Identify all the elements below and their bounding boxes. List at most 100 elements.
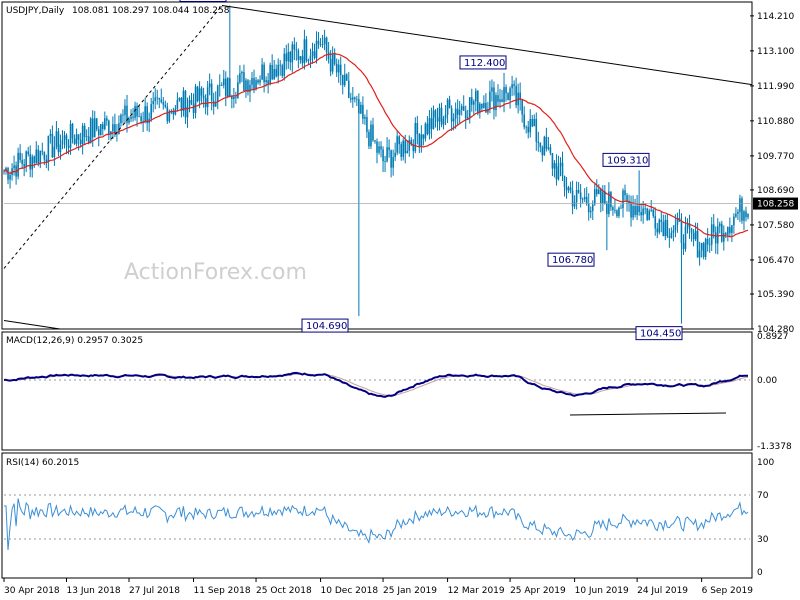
candle-body — [186, 106, 189, 118]
candle-body — [712, 224, 715, 233]
candle-body — [188, 99, 191, 107]
candle-body — [622, 190, 624, 209]
candle-body — [666, 219, 669, 236]
candle-body — [27, 151, 29, 155]
candle-body — [489, 91, 491, 110]
candle-body — [716, 226, 719, 244]
candle-body — [565, 187, 568, 191]
candle-body — [122, 114, 124, 116]
candle-body — [273, 69, 275, 80]
candle-body — [55, 131, 58, 147]
candle-body — [257, 80, 259, 83]
candle-body — [287, 51, 290, 62]
macd-support-line — [569, 412, 727, 416]
candle-body — [299, 56, 302, 60]
price-annotation-label: 112.400 — [464, 58, 505, 69]
candle-body — [61, 139, 64, 145]
candle-body — [210, 83, 213, 101]
watermark: ActionForex.com — [124, 260, 307, 285]
candle-body — [723, 233, 725, 242]
candle-body — [432, 110, 435, 129]
candle-body — [73, 138, 76, 144]
candle-body — [269, 64, 271, 84]
candle-body — [309, 55, 312, 61]
price-annotation-box — [547, 252, 595, 267]
candle-body — [224, 78, 227, 96]
price-tick-label: 105.390 — [757, 290, 794, 300]
price-tick-label: 113.100 — [757, 47, 794, 57]
candle-body — [241, 72, 243, 74]
candle-body — [501, 99, 503, 102]
rsi-tick-label: 70 — [757, 491, 769, 501]
candle-body — [698, 250, 701, 258]
date-tick-label: 25 Apr 2019 — [510, 586, 566, 596]
candle-body — [608, 191, 610, 215]
candle-body — [106, 118, 108, 121]
candle-body — [573, 202, 576, 207]
candle-body — [418, 134, 421, 147]
candle-body — [571, 190, 574, 207]
candle-body — [545, 136, 548, 149]
price-annotation-label: 114.540 — [184, 0, 225, 1]
candle-body — [358, 99, 360, 114]
candle-body — [370, 124, 372, 147]
candle-body — [436, 117, 439, 122]
candle-body — [731, 225, 733, 233]
candle-body — [497, 95, 499, 102]
candle-body — [41, 150, 44, 152]
candle-body — [146, 106, 148, 124]
candle-body — [333, 53, 336, 64]
candle-body — [182, 90, 185, 111]
candle-body — [158, 98, 161, 100]
candle-body — [604, 191, 606, 204]
candle-body — [140, 116, 142, 121]
candle-body — [658, 219, 661, 233]
candle-body — [602, 191, 604, 204]
candle-body — [729, 227, 731, 233]
candle-body — [503, 87, 505, 102]
candle-body — [323, 37, 326, 45]
date-tick-label: 25 Oct 2018 — [256, 586, 312, 596]
candle-body — [263, 64, 265, 83]
candle-body — [446, 99, 449, 115]
price-tick-label: 107.580 — [757, 221, 794, 231]
candle-body — [341, 75, 344, 86]
candle-body — [454, 108, 457, 119]
candle-body — [366, 117, 368, 133]
candle-body — [162, 102, 165, 105]
axis-layer: 114.210 113.100 111.990 110.880 109.770 108.6… — [3, 12, 798, 596]
candle-body — [259, 79, 261, 83]
candle-body — [166, 106, 169, 122]
price-annotation-label: 109.310 — [607, 155, 648, 166]
candle-body — [279, 64, 282, 66]
price-annotation-label: 104.450 — [640, 329, 681, 340]
price-annotation-label: 106.780 — [552, 255, 593, 266]
candle-body — [656, 228, 659, 233]
candle-body — [638, 205, 640, 213]
candle-body — [525, 126, 528, 128]
candle-body — [378, 146, 380, 153]
candle-body — [479, 103, 481, 113]
rsi-title: RSI(14) 60.2015 — [6, 458, 79, 468]
candle-body — [297, 50, 300, 60]
candle-body — [237, 82, 239, 98]
macd-tick-label: -1.3378 — [757, 442, 792, 452]
candle-body — [714, 232, 717, 244]
candle-body — [587, 203, 590, 213]
candle-body — [456, 108, 459, 115]
candle-body — [200, 88, 203, 96]
candle-body — [725, 233, 727, 235]
candle-body — [561, 162, 564, 176]
candle-body — [402, 140, 405, 157]
candle-body — [481, 103, 483, 109]
price-panel-frame — [1, 1, 753, 330]
candle-body — [335, 63, 338, 73]
candle-body — [17, 152, 19, 177]
candle-body — [450, 108, 453, 122]
candle-body — [684, 226, 687, 249]
candle-body — [487, 109, 489, 113]
candle-body — [654, 215, 657, 229]
candle-body — [337, 64, 340, 73]
candle-body — [35, 149, 38, 163]
